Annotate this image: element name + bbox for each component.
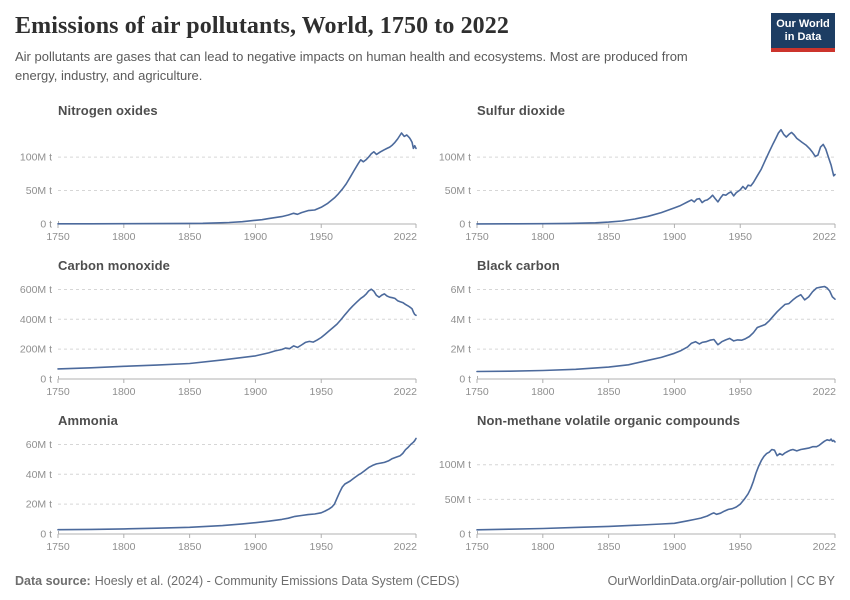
chart-footer: Data source: Hoesly et al. (2024) - Commu… xyxy=(0,560,850,589)
chart-nmvoc: Non-methane volatile organic compounds 0… xyxy=(433,405,836,560)
svg-text:0 t: 0 t xyxy=(459,529,471,541)
chart-ammonia: Ammonia 0 t 20M t 40M t 60M t 1750 1800 1850 19… xyxy=(14,405,417,560)
svg-text:1800: 1800 xyxy=(112,541,136,553)
svg-text:100M t: 100M t xyxy=(439,152,471,164)
svg-text:1850: 1850 xyxy=(178,541,202,553)
svg-text:2022: 2022 xyxy=(813,231,837,243)
data-source: Data source: Hoesly et al. (2024) - Commu… xyxy=(15,573,459,589)
svg-text:60M t: 60M t xyxy=(26,439,52,451)
svg-text:1900: 1900 xyxy=(663,541,687,553)
svg-text:1750: 1750 xyxy=(465,231,489,243)
svg-text:1950: 1950 xyxy=(729,541,753,553)
svg-text:1850: 1850 xyxy=(178,386,202,398)
svg-text:40M t: 40M t xyxy=(26,469,52,481)
svg-text:6M t: 6M t xyxy=(451,284,472,296)
svg-text:2022: 2022 xyxy=(394,231,418,243)
svg-text:50M t: 50M t xyxy=(26,185,52,197)
chart-title-nmvoc: Non-methane volatile organic compounds xyxy=(477,413,741,428)
chart-plot-ammonia: 0 t 20M t 40M t 60M t 1750 1800 1850 1900 1950 20… xyxy=(26,437,418,553)
owid-logo-line1: Our World xyxy=(776,18,830,30)
svg-text:1750: 1750 xyxy=(46,231,70,243)
chart-plot-sulfur-dioxide: 0 t 50M t 100M t 1750 1800 1850 1900 1950 2022 xyxy=(439,128,837,243)
svg-text:1800: 1800 xyxy=(112,386,136,398)
svg-text:0 t: 0 t xyxy=(459,374,471,386)
svg-text:1800: 1800 xyxy=(531,386,555,398)
chart-title-sulfur-dioxide: Sulfur dioxide xyxy=(477,103,566,118)
svg-text:1850: 1850 xyxy=(597,386,621,398)
svg-text:50M t: 50M t xyxy=(445,494,471,506)
chart-title-nitrogen-oxides: Nitrogen oxides xyxy=(58,103,158,118)
svg-text:1750: 1750 xyxy=(465,386,489,398)
svg-text:1900: 1900 xyxy=(244,541,268,553)
svg-text:1750: 1750 xyxy=(465,541,489,553)
svg-text:1800: 1800 xyxy=(531,231,555,243)
svg-text:4M t: 4M t xyxy=(451,314,472,326)
owid-logo-line2: in Data xyxy=(784,31,822,43)
svg-text:1850: 1850 xyxy=(178,231,202,243)
svg-text:1950: 1950 xyxy=(310,541,334,553)
svg-text:1950: 1950 xyxy=(310,386,334,398)
chart-nitrogen-oxides: Nitrogen oxides 0 t 50M t 100M t 1750 1800 18… xyxy=(14,95,417,250)
svg-text:1850: 1850 xyxy=(597,541,621,553)
svg-text:100M t: 100M t xyxy=(20,152,52,164)
chart-title-black-carbon: Black carbon xyxy=(477,258,560,273)
svg-text:1900: 1900 xyxy=(663,231,687,243)
data-source-text: Hoesly et al. (2024) - Community Emissio… xyxy=(94,574,460,588)
chart-sulfur-dioxide: Sulfur dioxide 0 t 50M t 100M t 1750 1800 185… xyxy=(433,95,836,250)
svg-text:0 t: 0 t xyxy=(40,529,52,541)
chart-carbon-monoxide: Carbon monoxide 0 t 200M t 400M t 600M t 175… xyxy=(14,250,417,405)
svg-text:2M t: 2M t xyxy=(451,344,472,356)
chart-title-carbon-monoxide: Carbon monoxide xyxy=(58,258,171,273)
chart-plot-nmvoc: 0 t 50M t 100M t 1750 1800 1850 1900 1950 2022 xyxy=(439,438,837,553)
svg-text:1950: 1950 xyxy=(729,386,753,398)
svg-text:2022: 2022 xyxy=(813,541,837,553)
svg-text:1800: 1800 xyxy=(531,541,555,553)
chart-black-carbon: Black carbon 0 t 2M t 4M t 6M t 1750 1800 1850… xyxy=(433,250,837,405)
chart-plot-black-carbon: 0 t 2M t 4M t 6M t 1750 1800 1850 1900 1950 2022 xyxy=(451,284,837,398)
svg-text:1900: 1900 xyxy=(244,386,268,398)
svg-text:600M t: 600M t xyxy=(20,284,52,296)
svg-text:2022: 2022 xyxy=(813,386,837,398)
svg-text:0 t: 0 t xyxy=(459,219,471,231)
svg-text:50M t: 50M t xyxy=(445,185,471,197)
svg-text:2022: 2022 xyxy=(394,541,418,553)
owid-url-link[interactable]: OurWorldinData.org/air-pollution | CC BY xyxy=(607,574,835,588)
svg-text:0 t: 0 t xyxy=(40,219,52,231)
svg-text:1950: 1950 xyxy=(310,231,334,243)
owid-logo[interactable]: Our World in Data xyxy=(771,13,835,52)
page-title: Emissions of air pollutants, World, 1750… xyxy=(15,13,509,39)
chart-plot-nitrogen-oxides: 0 t 50M t 100M t 1750 1800 1850 1900 1950 2022 xyxy=(20,132,418,243)
data-source-label: Data source: xyxy=(15,574,91,588)
svg-text:2022: 2022 xyxy=(394,386,418,398)
svg-text:1900: 1900 xyxy=(663,386,687,398)
chart-header: Emissions of air pollutants, World, 1750… xyxy=(0,0,850,95)
svg-text:1750: 1750 xyxy=(46,386,70,398)
chart-plot-carbon-monoxide: 0 t 200M t 400M t 600M t 1750 1800 1850 1900 195… xyxy=(20,284,418,398)
svg-text:200M t: 200M t xyxy=(20,344,52,356)
svg-text:1900: 1900 xyxy=(244,231,268,243)
svg-text:100M t: 100M t xyxy=(439,459,471,471)
chart-title-ammonia: Ammonia xyxy=(58,413,118,428)
svg-text:1750: 1750 xyxy=(46,541,70,553)
svg-text:400M t: 400M t xyxy=(20,314,52,326)
svg-text:20M t: 20M t xyxy=(26,499,52,511)
svg-text:0 t: 0 t xyxy=(40,374,52,386)
chart-subtitle: Air pollutants are gases that can lead t… xyxy=(15,49,688,83)
svg-text:1850: 1850 xyxy=(597,231,621,243)
charts-grid: Nitrogen oxides 0 t 50M t 100M t 1750 1800 18… xyxy=(0,95,850,560)
svg-text:1950: 1950 xyxy=(729,231,753,243)
svg-text:1800: 1800 xyxy=(112,231,136,243)
